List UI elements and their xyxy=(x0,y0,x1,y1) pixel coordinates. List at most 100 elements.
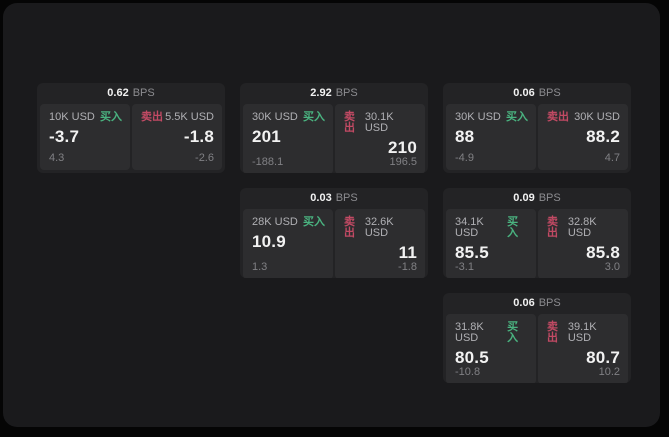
buy-tile-top: 28K USD 买入 xyxy=(252,217,325,228)
buy-price: 88 xyxy=(455,127,475,146)
sell-size-label: 5.5K USD xyxy=(165,111,214,123)
quote-card: 0.09 BPS 34.1K USD 买入 85.5 -3.1 卖出 32.8K… xyxy=(443,188,631,278)
buy-side-label: 买入 xyxy=(506,111,528,123)
sell-size-label: 39.1K USD xyxy=(567,321,597,344)
sell-tile-top: 卖出 39.1K USD xyxy=(547,322,620,344)
buy-tile[interactable]: 30K USD 买入 88 -4.9 xyxy=(446,104,536,170)
card-header: 0.06 BPS xyxy=(443,83,631,104)
quote-card: 0.06 BPS 31.8K USD 买入 80.5 -10.8 卖出 39.1… xyxy=(443,293,631,383)
buy-price: -3.7 xyxy=(49,127,80,146)
buy-price: 80.5 xyxy=(455,348,489,367)
buy-size-label: 30K USD xyxy=(252,111,298,123)
buy-price: 10.9 xyxy=(252,232,286,251)
sell-delta: 196.5 xyxy=(389,156,417,168)
buy-tile-top: 34.1K USD 买入 xyxy=(455,217,528,239)
buy-side-label: 买入 xyxy=(100,111,122,123)
quote-card: 0.62 BPS 10K USD 买入 -3.7 4.3 卖出 5.5K USD… xyxy=(37,83,225,173)
sell-price: 85.8 xyxy=(586,243,620,262)
bps-value: 0.62 xyxy=(107,87,129,99)
buy-tile[interactable]: 30K USD 买入 201 -188.1 xyxy=(243,104,333,173)
buy-tile[interactable]: 31.8K USD 买入 80.5 -10.8 xyxy=(446,314,536,383)
sell-size-label: 30K USD xyxy=(574,111,620,123)
buy-tile-top: 10K USD 买入 xyxy=(49,112,122,123)
buy-price: 85.5 xyxy=(455,243,489,262)
bps-unit-label: BPS xyxy=(335,192,358,204)
sell-delta: -2.6 xyxy=(195,152,214,164)
sell-tile-top: 卖出 32.6K USD xyxy=(344,217,417,239)
sell-delta: 3.0 xyxy=(604,261,620,273)
bps-unit-label: BPS xyxy=(538,192,561,204)
sell-price: 88.2 xyxy=(586,127,620,146)
buy-sell-tiles: 10K USD 买入 -3.7 4.3 卖出 5.5K USD -1.8 -2.… xyxy=(37,104,225,173)
buy-tile-top: 30K USD 买入 xyxy=(455,112,528,123)
buy-price: 201 xyxy=(252,127,281,146)
sell-side-label: 卖出 xyxy=(344,111,355,134)
buy-delta: 4.3 xyxy=(49,152,65,164)
bps-unit-label: BPS xyxy=(335,87,358,99)
bps-value: 0.06 xyxy=(513,87,535,99)
sell-tile-top: 卖出 30.1K USD xyxy=(344,112,417,134)
app-panel: 0.62 BPS 10K USD 买入 -3.7 4.3 卖出 5.5K USD… xyxy=(3,3,660,427)
quote-card: 2.92 BPS 30K USD 买入 201 -188.1 卖出 30.1K … xyxy=(240,83,428,173)
sell-tile[interactable]: 卖出 39.1K USD 80.7 10.2 xyxy=(538,314,628,383)
bps-unit-label: BPS xyxy=(538,87,561,99)
card-header: 2.92 BPS xyxy=(240,83,428,104)
buy-sell-tiles: 34.1K USD 买入 85.5 -3.1 卖出 32.8K USD 85.8… xyxy=(443,209,631,278)
sell-size-label: 30.1K USD xyxy=(364,111,394,134)
buy-delta: -10.8 xyxy=(455,366,481,378)
sell-price: -1.8 xyxy=(183,127,214,146)
sell-tile[interactable]: 卖出 30K USD 88.2 4.7 xyxy=(538,104,628,170)
sell-tile[interactable]: 卖出 32.8K USD 85.8 3.0 xyxy=(538,209,628,278)
sell-tile-top: 卖出 30K USD xyxy=(547,112,620,123)
bps-value: 2.92 xyxy=(310,87,332,99)
buy-sell-tiles: 30K USD 买入 88 -4.9 卖出 30K USD 88.2 4.7 xyxy=(443,104,631,173)
sell-delta: 4.7 xyxy=(604,152,620,164)
buy-delta: -3.1 xyxy=(455,261,474,273)
buy-sell-tiles: 28K USD 买入 10.9 1.3 卖出 32.6K USD 11 -1.8 xyxy=(240,209,428,278)
quote-card: 0.06 BPS 30K USD 买入 88 -4.9 卖出 30K USD 8… xyxy=(443,83,631,173)
buy-tile[interactable]: 34.1K USD 买入 85.5 -3.1 xyxy=(446,209,536,278)
buy-delta: -188.1 xyxy=(252,156,284,168)
card-header: 0.62 BPS xyxy=(37,83,225,104)
buy-sell-tiles: 30K USD 买入 201 -188.1 卖出 30.1K USD 210 1… xyxy=(240,104,428,173)
sell-size-label: 32.8K USD xyxy=(567,216,597,239)
buy-size-label: 28K USD xyxy=(252,216,298,228)
sell-size-label: 32.6K USD xyxy=(364,216,394,239)
buy-size-label: 30K USD xyxy=(455,111,501,123)
buy-tile-top: 31.8K USD 买入 xyxy=(455,322,528,344)
bps-value: 0.09 xyxy=(513,192,535,204)
buy-side-label: 买入 xyxy=(507,321,519,344)
sell-side-label: 卖出 xyxy=(547,321,558,344)
buy-delta: 1.3 xyxy=(252,261,268,273)
sell-tile-top: 卖出 5.5K USD xyxy=(141,112,214,123)
sell-tile[interactable]: 卖出 5.5K USD -1.8 -2.6 xyxy=(132,104,222,170)
sell-price: 11 xyxy=(398,243,417,262)
buy-tile[interactable]: 28K USD 买入 10.9 1.3 xyxy=(243,209,333,278)
sell-tile-top: 卖出 32.8K USD xyxy=(547,217,620,239)
bps-value: 0.03 xyxy=(310,192,332,204)
sell-tile[interactable]: 卖出 30.1K USD 210 196.5 xyxy=(335,104,425,173)
sell-price: 210 xyxy=(388,138,417,157)
buy-delta: -4.9 xyxy=(455,152,474,164)
card-header: 0.09 BPS xyxy=(443,188,631,209)
sell-side-label: 卖出 xyxy=(141,111,163,123)
buy-tile[interactable]: 10K USD 买入 -3.7 4.3 xyxy=(40,104,130,170)
bps-unit-label: BPS xyxy=(538,297,561,309)
sell-delta: -1.8 xyxy=(398,261,417,273)
card-grid: 0.62 BPS 10K USD 买入 -3.7 4.3 卖出 5.5K USD… xyxy=(37,83,631,383)
buy-tile-top: 30K USD 买入 xyxy=(252,112,325,123)
card-header: 0.03 BPS xyxy=(240,188,428,209)
sell-tile[interactable]: 卖出 32.6K USD 11 -1.8 xyxy=(335,209,425,278)
quote-card: 0.03 BPS 28K USD 买入 10.9 1.3 卖出 32.6K US… xyxy=(240,188,428,278)
buy-side-label: 买入 xyxy=(303,216,325,228)
bps-value: 0.06 xyxy=(513,297,535,309)
sell-delta: 10.2 xyxy=(598,366,620,378)
card-header: 0.06 BPS xyxy=(443,293,631,314)
buy-side-label: 买入 xyxy=(507,216,519,239)
sell-side-label: 卖出 xyxy=(344,216,355,239)
sell-side-label: 卖出 xyxy=(547,216,558,239)
buy-size-label: 31.8K USD xyxy=(455,321,484,344)
buy-size-label: 10K USD xyxy=(49,111,95,123)
buy-side-label: 买入 xyxy=(303,111,325,123)
